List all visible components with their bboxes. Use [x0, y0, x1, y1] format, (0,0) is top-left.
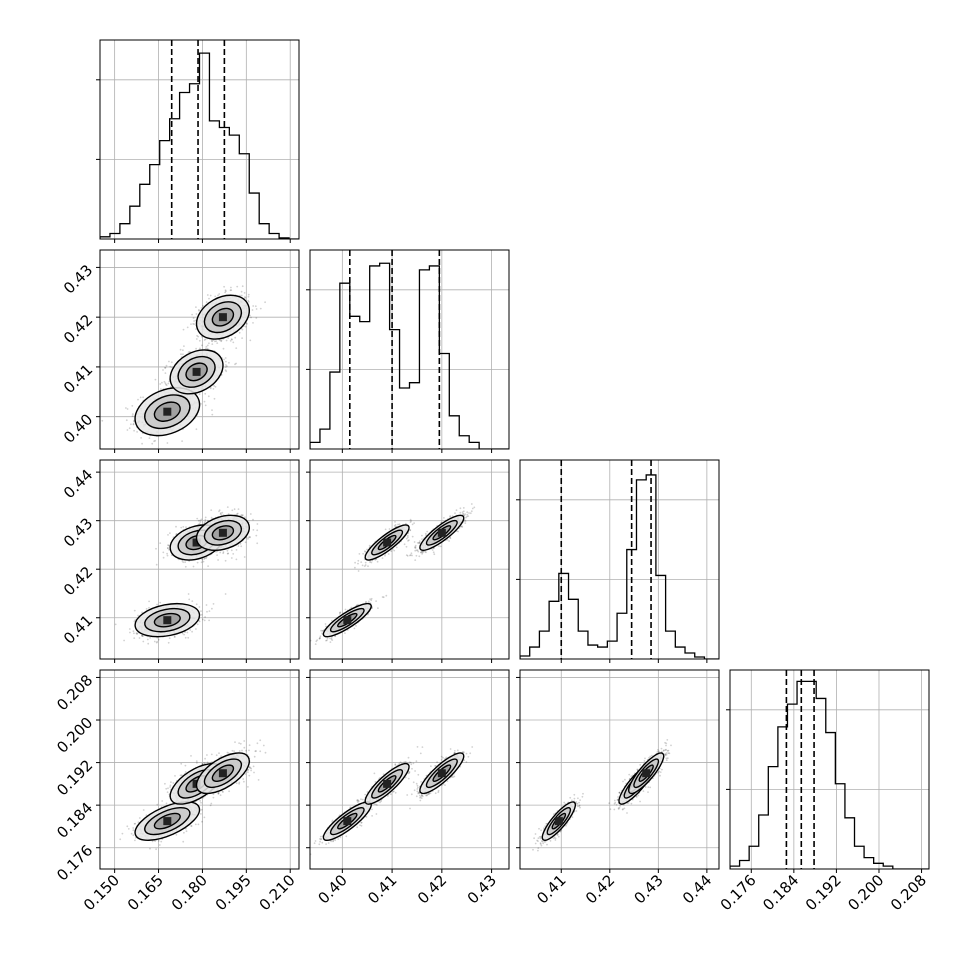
- xtick-label-3-2: 0.192: [802, 871, 845, 914]
- panel-frame: [99, 249, 300, 450]
- panel-0-0: [96, 39, 300, 243]
- panel-frame: [309, 669, 510, 870]
- xtick-label-0-3: 0.195: [212, 871, 255, 914]
- xtick-label-3-0: 0.176: [717, 871, 760, 914]
- panel-frame: [519, 669, 720, 870]
- density-peak-3-2-0: [554, 817, 563, 826]
- ytick-label-1-3: 0.43: [60, 261, 96, 297]
- grid: [520, 460, 719, 659]
- ytick-label-2-3: 0.44: [60, 466, 96, 502]
- density-peak-1-0-2: [218, 313, 227, 322]
- xtick-label-1-0: 0.40: [314, 871, 350, 907]
- panel-frame: [519, 459, 720, 660]
- panel-frame: [309, 459, 510, 660]
- grid: [520, 670, 719, 869]
- panel-3-2: 0.41 0.42 0.43 0.44: [516, 669, 720, 907]
- xtick-label-3-3: 0.200: [844, 871, 887, 914]
- ytick-label-3-2: 0.192: [53, 756, 96, 799]
- density-peak-3-1-0: [343, 817, 352, 826]
- density-peak-2-1-2: [437, 528, 446, 537]
- ytick-label-1-2: 0.42: [60, 311, 96, 347]
- panel-frame: [99, 669, 300, 870]
- xtick-label-1-2: 0.42: [414, 871, 450, 907]
- ytick-label-3-0: 0.176: [53, 841, 96, 884]
- xtick-label-2-1: 0.42: [582, 871, 618, 907]
- density-peak-2-1-1: [383, 538, 392, 547]
- panel-frame: [99, 459, 300, 660]
- xtick-label-0-2: 0.180: [168, 871, 211, 914]
- xtick-label-2-0: 0.41: [533, 871, 569, 907]
- xtick-label-0-1: 0.165: [124, 871, 167, 914]
- panel-2-0: 0.41 0.42 0.43 0.44: [60, 459, 300, 663]
- ytick-label-2-0: 0.41: [60, 611, 96, 647]
- ytick-label-1-1: 0.41: [60, 361, 96, 397]
- panel-3-1: 0.40 0.41 0.42 0.43: [306, 669, 510, 907]
- density-peak-3-2-2: [642, 769, 651, 778]
- histogram-2: [520, 474, 719, 659]
- xtick-label-2-3: 0.44: [679, 871, 715, 907]
- panel-3-3: 0.176 0.184 0.192 0.200 0.208: [717, 669, 930, 914]
- ytick-label-3-3: 0.200: [53, 714, 96, 757]
- xtick-label-1-1: 0.41: [364, 871, 400, 907]
- grid: [100, 460, 299, 659]
- density-peak-2-0-1: [192, 538, 201, 547]
- density-peak-3-1-2: [437, 769, 446, 778]
- panel-frame: [309, 249, 510, 450]
- grid: [100, 40, 299, 239]
- ytick-label-2-2: 0.43: [60, 514, 96, 550]
- panel-2-2: [516, 459, 720, 663]
- xtick-label-3-1: 0.184: [759, 871, 802, 914]
- ytick-label-2-1: 0.42: [60, 563, 96, 599]
- grid: [310, 670, 509, 869]
- histogram-1: [310, 262, 509, 449]
- grid: [310, 250, 509, 449]
- xtick-label-1-3: 0.43: [464, 871, 500, 907]
- grid: [100, 250, 299, 449]
- panel-2-1: [306, 459, 510, 663]
- density-peak-3-0-0: [163, 817, 172, 826]
- panel-frame: [99, 39, 300, 240]
- density-peak-3-1-1: [383, 779, 392, 788]
- density-peak-1-0-1: [192, 367, 201, 376]
- panel-1-0: 0.40 0.41 0.42 0.43: [60, 249, 300, 453]
- density-peak-1-0-0: [163, 407, 172, 416]
- xtick-label-0-4: 0.210: [256, 871, 299, 914]
- xtick-label-3-4: 0.208: [887, 871, 930, 914]
- density-peak-2-0-0: [163, 616, 172, 625]
- histogram-0: [100, 52, 299, 239]
- xtick-label-2-2: 0.43: [630, 871, 666, 907]
- ytick-label-1-0: 0.40: [60, 410, 96, 446]
- density-peak-2-1-0: [343, 616, 352, 625]
- grid: [730, 670, 929, 869]
- density-peak-3-0-2: [218, 769, 227, 778]
- density-peak-2-0-2: [218, 528, 227, 537]
- panel-1-1: [306, 249, 510, 453]
- panel-frame: [729, 669, 930, 870]
- histogram-3: [730, 680, 929, 869]
- ytick-label-3-4: 0.208: [53, 671, 96, 714]
- ytick-label-3-1: 0.184: [53, 799, 96, 842]
- xtick-label-0-0: 0.150: [80, 871, 123, 914]
